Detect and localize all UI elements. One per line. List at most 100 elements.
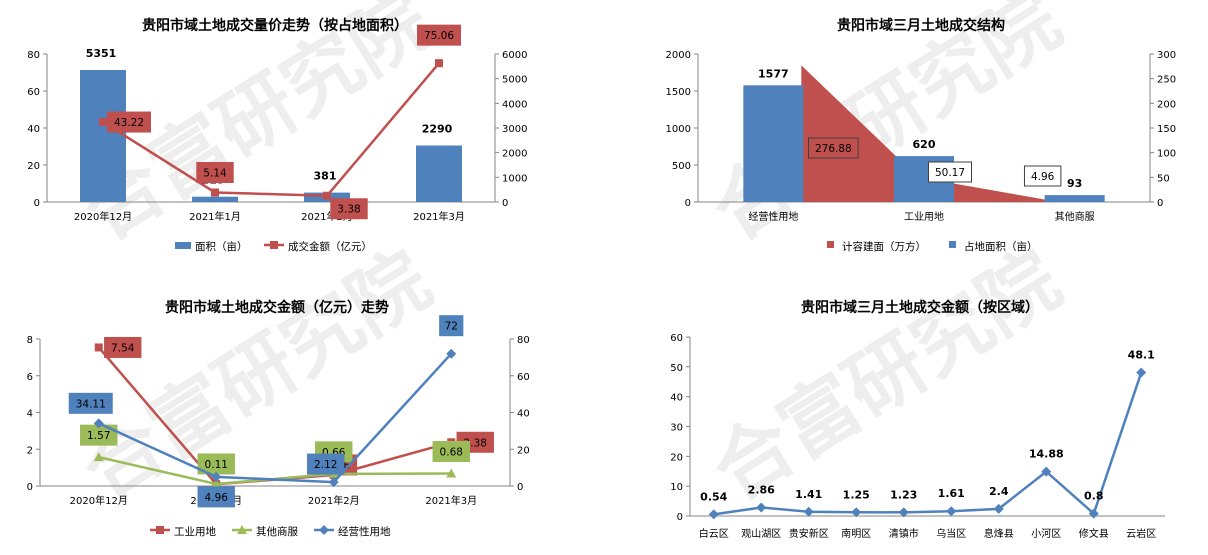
- chart3-line-point: [93, 452, 104, 462]
- chart3-left-tick-label: 0: [27, 482, 33, 493]
- chart1-legend-marker: [270, 241, 278, 249]
- chart2-area-label-box: [928, 161, 972, 183]
- chart1-legend-label: 面积（亩）: [195, 240, 248, 253]
- chart3-line-label: 2.12: [314, 459, 337, 471]
- chart4-line-point: [1088, 508, 1099, 519]
- chart4-line-point: [898, 507, 909, 518]
- chart4-x-tick-label: 息烽县: [984, 527, 1014, 540]
- chart1-legend-swatch: [175, 242, 191, 249]
- chart1-bar: [192, 196, 238, 202]
- chart2-area-label-box: [808, 137, 859, 159]
- chart4-x-tick-label: 云岩区: [1126, 527, 1156, 540]
- chart3-line-label: 7.54: [111, 342, 135, 354]
- chart4-x-tick-label: 白云区: [699, 527, 729, 540]
- chart2-right-tick-label: 0: [1157, 198, 1163, 209]
- chart3-x-tick-label: 2021年2月: [308, 494, 360, 507]
- chart3-line: [98, 352, 453, 484]
- chart2-bar: [743, 85, 804, 202]
- chart4-left-tick-label: 0: [677, 512, 683, 523]
- chart1-left-tick-label: 0: [34, 198, 40, 209]
- chart2-x-tick-label: 工业用地: [904, 210, 944, 223]
- chart1-line-point: [99, 118, 107, 127]
- chart4-line-point: [708, 509, 719, 520]
- chart4-point-label: 1.25: [843, 488, 870, 501]
- chart3-line-point: [446, 468, 457, 478]
- chart2-left-tick-label: 500: [672, 161, 691, 172]
- chart1-left-tick-label: 80: [27, 50, 40, 61]
- chart3-line-label: 1.57: [87, 430, 110, 442]
- chart2-area-label: 4.96: [1031, 171, 1055, 183]
- chart3-line-point: [94, 343, 103, 352]
- chart2-title: 贵阳市域三月土地成交结构: [837, 17, 1005, 34]
- chart1-bar-label: 2290: [422, 123, 453, 136]
- chart4-point-label: 14.88: [1029, 448, 1064, 461]
- chart2-legend-label: 占地面积（亩）: [964, 240, 1038, 253]
- chart3-legend-marker: [237, 525, 247, 534]
- chart4-left-tick-label: 20: [670, 452, 683, 463]
- watermark: 合富研究院: [697, 235, 1075, 518]
- chart1-right-tick-label: 3000: [502, 124, 527, 135]
- chart3-left-tick-label: 2: [27, 445, 33, 456]
- chart2-legend-swatch: [949, 241, 956, 248]
- chart2-area: [801, 65, 1045, 202]
- chart3-line-point: [328, 477, 339, 488]
- chart2-x-tick-label: 其他商服: [1055, 210, 1095, 223]
- chart2-bar-label: 93: [1067, 177, 1082, 190]
- chart2-right-tick-label: 200: [1157, 99, 1176, 110]
- chart3-line-label-box: [432, 441, 470, 463]
- chart4-x-tick-label: 贵安新区: [789, 527, 829, 540]
- chart3-legend-marker: [156, 526, 164, 534]
- chart1-legend-label: 成交金额（亿元）: [288, 240, 372, 253]
- chart1-right-tick-label: 4000: [502, 99, 527, 110]
- chart2-left-tick-label: 2000: [666, 50, 691, 61]
- chart1-bar-label: 381: [314, 170, 337, 183]
- chart3-right-tick-label: 80: [517, 335, 530, 346]
- chart3-line-label: 34.11: [76, 398, 106, 410]
- chart4-line-point: [1041, 466, 1052, 477]
- chart3-line-label: 4.96: [205, 492, 229, 504]
- chart3-line-label-box: [68, 392, 113, 414]
- chart3-line-point: [446, 348, 457, 359]
- chart4-x-tick-label: 南明区: [841, 527, 871, 540]
- chart4-point-label: 2.4: [989, 485, 1009, 498]
- chart3-right-tick-label: 20: [517, 445, 530, 456]
- chart4-point-label: 1.23: [890, 488, 917, 501]
- chart1-left-tick-label: 20: [27, 161, 40, 172]
- chart4-line: [713, 372, 1143, 516]
- chart2-right-tick-label: 50: [1157, 173, 1170, 184]
- chart2-right-tick-label: 150: [1157, 124, 1176, 135]
- chart4-x-tick-label: 小河区: [1031, 528, 1061, 540]
- chart1-right-tick-label: 5000: [502, 75, 527, 86]
- chart3-right-tick-label: 40: [517, 409, 530, 420]
- chart4-title: 贵阳市域三月土地成交金额（按区域）: [801, 299, 1039, 316]
- chart4-left-tick-label: 50: [670, 363, 683, 374]
- chart3-left-tick-label: 8: [27, 335, 33, 346]
- chart2-area-label-box: [1023, 165, 1062, 187]
- chart3-legend-label: 经营性用地: [338, 525, 391, 538]
- chart3-line-label-box: [439, 315, 464, 337]
- chart1-line-label: 3.38: [337, 204, 360, 216]
- chart2-right-tick-label: 100: [1157, 149, 1176, 160]
- chart4-point-label: 2.86: [748, 483, 775, 496]
- chart2-bar-label: 620: [913, 138, 936, 151]
- chart2-left-tick-label: 1500: [666, 87, 691, 98]
- chart3-x-tick-label: 2020年12月: [70, 494, 128, 507]
- chart3-title: 贵阳市域土地成交金额（亿元）走势: [165, 299, 389, 316]
- chart3-left-tick-label: 4: [27, 409, 33, 420]
- chart4-line-point: [946, 506, 957, 517]
- chart1-line-label-box: [330, 198, 368, 220]
- chart3-x-tick-label: 2021年3月: [425, 494, 477, 507]
- chart4-line-point: [756, 502, 767, 513]
- chart2-right-tick-label: 250: [1157, 75, 1176, 86]
- chart2-area-label: 276.88: [815, 143, 852, 155]
- chart2-right-tick-label: 300: [1157, 50, 1176, 61]
- chart1-line-label: 75.06: [424, 30, 454, 42]
- chart4-left-tick-label: 40: [670, 393, 683, 404]
- chart4-x-tick-label: 清镇市: [889, 527, 919, 540]
- chart4-point-label: 48.1: [1128, 349, 1155, 362]
- chart1-x-tick-label: 2021年1月: [189, 210, 241, 223]
- chart1-line-label-box: [107, 111, 151, 133]
- chart3-line-label-box: [104, 336, 142, 358]
- chart3-legend-label: 工业用地: [174, 525, 216, 538]
